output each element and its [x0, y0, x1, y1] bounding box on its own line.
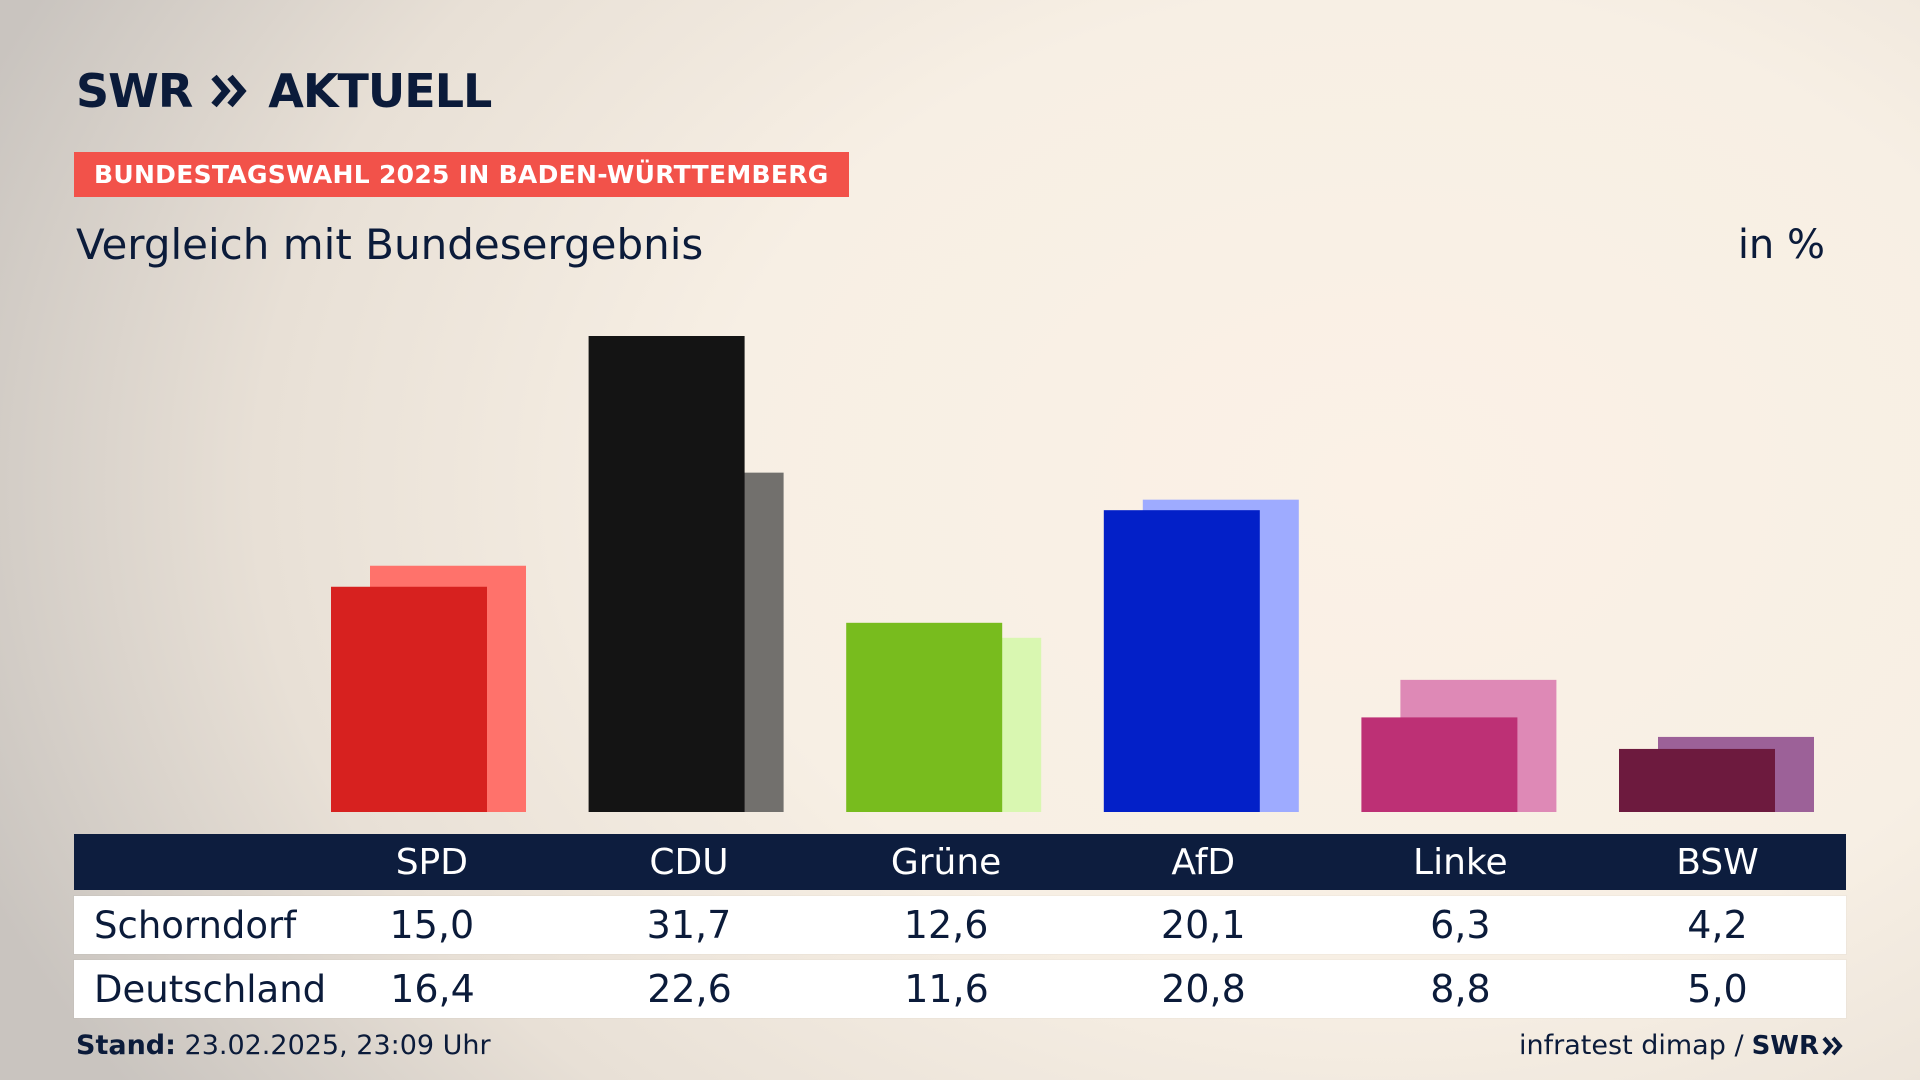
logo-swr-text: SWR — [76, 64, 193, 118]
table-cell: 15,0 — [389, 903, 475, 947]
timestamp: Stand: 23.02.2025, 23:09 Uhr — [76, 1030, 491, 1061]
row-label: Deutschland — [94, 967, 327, 1011]
table-cell: 4,2 — [1687, 903, 1748, 947]
swr-small-logo: SWR — [1752, 1031, 1844, 1061]
table-cell: 31,7 — [646, 903, 732, 947]
header-cdu: CDU — [649, 841, 729, 883]
bar-chart — [331, 336, 1814, 812]
chevron-double-icon — [210, 73, 250, 109]
table-cell: 11,6 — [904, 967, 989, 1011]
bar-schorndorf-spd — [331, 586, 487, 812]
table-cell: 20,8 — [1161, 967, 1246, 1011]
header-bsw: BSW — [1676, 841, 1759, 883]
table-cell: 22,6 — [647, 967, 732, 1011]
table-cell: 20,1 — [1160, 903, 1246, 947]
bar-schorndorf-cdu — [588, 336, 745, 812]
bar-schorndorf-afd — [1103, 510, 1260, 812]
election-banner: BUNDESTAGSWAHL 2025 IN BADEN-WÜRTTEMBERG — [74, 152, 849, 197]
table-cell: 6,3 — [1430, 903, 1491, 947]
unit-label: in % — [1737, 222, 1825, 268]
results-table: SPD CDU Grüne AfD Linke BSW Schorndorf 1… — [74, 834, 1846, 1018]
logo-aktuell-text: AKTUELL — [268, 64, 492, 118]
bar-schorndorf-bsw — [1619, 748, 1775, 812]
chevron-double-icon — [1822, 1036, 1843, 1055]
chart-subtitle: Vergleich mit Bundesergebnis — [76, 220, 704, 269]
table-row-deutschland: Deutschland 16,4 22,6 11,6 20,8 8,8 5,0 — [74, 960, 1846, 1018]
table-cell: 8,8 — [1430, 967, 1491, 1011]
table-cell: 12,6 — [903, 903, 989, 947]
stand-label: Stand: — [76, 1030, 176, 1061]
header-afd: AfD — [1171, 841, 1236, 883]
header-spd: SPD — [395, 841, 468, 883]
source-text: infratest dimap / — [1519, 1030, 1744, 1061]
stand-value: 23.02.2025, 23:09 Uhr — [184, 1030, 491, 1061]
row-label: Schorndorf — [94, 903, 297, 947]
table-cell: 16,4 — [390, 967, 475, 1011]
table-row-schorndorf: Schorndorf 15,0 31,7 12,6 20,1 6,3 4,2 — [74, 896, 1846, 954]
source-credit: infratest dimap / SWR — [1519, 1030, 1844, 1061]
table-cell: 5,0 — [1687, 967, 1748, 1011]
header-linke: Linke — [1413, 841, 1508, 883]
bar-schorndorf-linke — [1361, 717, 1518, 812]
swr-aktuell-logo: SWR AKTUELL — [76, 64, 492, 118]
small-logo-text: SWR — [1751, 1030, 1819, 1061]
table-header-row: SPD CDU Grüne AfD Linke BSW — [74, 834, 1846, 890]
bar-schorndorf-gruene — [846, 622, 1003, 812]
header-gruene: Grüne — [890, 841, 1002, 883]
